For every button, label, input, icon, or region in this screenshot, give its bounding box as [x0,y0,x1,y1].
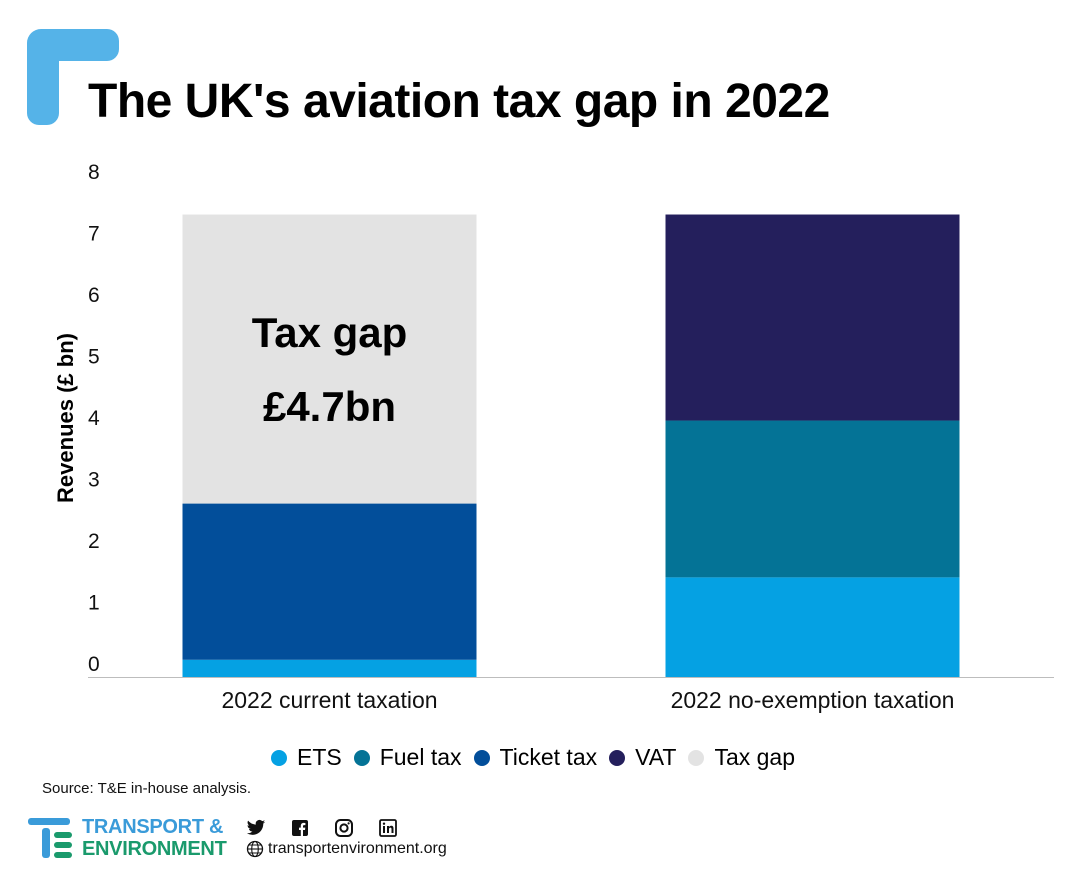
social-links [246,818,422,838]
y-tick-label: 5 [88,346,100,369]
website-url: transportenvironment.org [268,840,447,857]
brand-corner-mark [27,29,119,125]
bar-segment-ticket-tax [182,503,477,660]
facebook-icon[interactable] [290,818,310,838]
chart-title: The UK's aviation tax gap in 2022 [88,75,830,128]
logo-line-1: TRANSPORT & [82,816,224,838]
tax-gap-annotation-value: £4.7bn [263,383,396,430]
legend: ETS Fuel tax Ticket tax VAT Tax gap [0,744,1066,771]
y-tick-label: 4 [88,407,100,430]
y-tick-label: 3 [88,469,100,492]
legend-swatch [353,749,370,766]
legend-label: Tax gap [714,744,795,770]
x-tick-label: 2022 no-exemption taxation [671,687,955,713]
legend-item: ETS [270,744,342,771]
legend-item: Fuel tax [353,744,462,771]
te-logo-icon [28,818,72,858]
bar-segment-vat [665,214,960,421]
legend-item: VAT [609,744,676,771]
legend-label: ETS [296,744,342,770]
x-tick-label: 2022 current taxation [221,687,437,713]
source-note: Source: T&E in-house analysis. [42,780,251,797]
website-link[interactable]: transportenvironment.org [246,840,447,858]
y-tick-label: 7 [88,223,100,246]
bar-segment-ets [665,577,960,677]
instagram-icon[interactable] [334,818,354,838]
bar-segment-fuel-tax [665,420,960,578]
legend-swatch [609,749,626,766]
y-tick-label: 8 [88,161,100,184]
y-tick-label: 2 [88,530,100,553]
globe-icon [246,840,264,858]
y-axis-label: Revenues (£ bn) [53,333,78,503]
bar-segment-ets [182,659,477,677]
legend-swatch [270,749,287,766]
legend-swatch [688,749,705,766]
legend-label: Ticket tax [499,744,598,770]
te-logo: TRANSPORT & ENVIRONMENT [28,816,248,862]
legend-swatch [473,749,490,766]
y-tick-label: 1 [88,592,100,615]
legend-label: VAT [635,744,677,770]
legend-item: Ticket tax [473,744,598,771]
logo-line-2: ENVIRONMENT [82,838,227,860]
linkedin-icon[interactable] [378,818,398,838]
y-tick-label: 6 [88,284,100,307]
y-tick-label: 0 [88,653,100,676]
bar-segment-tax-gap [182,214,477,504]
legend-item: Tax gap [688,744,795,771]
legend-label: Fuel tax [379,744,462,770]
twitter-icon[interactable] [246,818,266,838]
tax-gap-annotation-title: Tax gap [252,309,408,356]
